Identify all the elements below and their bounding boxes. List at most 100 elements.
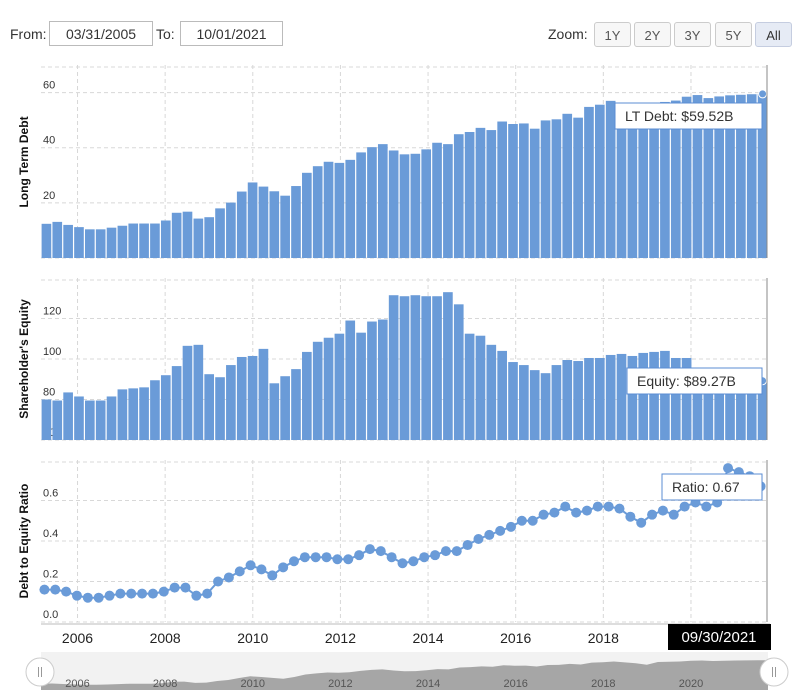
navigator-tick-label: 2020 — [679, 678, 703, 690]
navigator-right-handle[interactable] — [759, 657, 789, 687]
bar — [150, 380, 160, 440]
navigator-tick-label: 2016 — [503, 678, 527, 690]
bar — [562, 360, 573, 440]
bar — [421, 149, 432, 258]
data-point — [462, 540, 473, 551]
data-point — [451, 546, 462, 557]
bar — [584, 106, 594, 258]
y-axis-title: Debt to Equity Ratio — [17, 484, 31, 599]
bar — [464, 131, 475, 258]
to-date-input[interactable]: 10/01/2021 — [180, 21, 283, 46]
bar — [334, 333, 345, 440]
bar — [421, 296, 432, 440]
data-point — [625, 511, 636, 522]
data-point — [61, 586, 72, 597]
bar — [388, 295, 399, 440]
bar — [573, 361, 583, 440]
bar — [193, 344, 204, 440]
bar — [529, 128, 540, 258]
bar — [106, 227, 117, 258]
data-point — [288, 556, 299, 567]
bar — [551, 365, 562, 440]
long-term-debt-panel: 0204060Long Term Debt — [17, 65, 768, 259]
bar — [757, 93, 768, 258]
toolbar: From: 03/31/2005 To: 10/01/2021 Zoom: 1Y… — [0, 0, 806, 60]
zoom-3y-button[interactable]: 3Y — [674, 22, 711, 47]
zoom-2y-button[interactable]: 2Y — [634, 22, 671, 47]
data-point — [397, 558, 408, 569]
bar — [226, 202, 236, 258]
bar — [215, 208, 225, 258]
data-point — [603, 501, 614, 512]
data-point — [614, 503, 625, 514]
zoom-5y-button[interactable]: 5Y — [715, 22, 752, 47]
y-tick-label: 0.4 — [43, 528, 58, 540]
y-tick-label: 120 — [43, 306, 61, 318]
bar — [117, 225, 128, 258]
bar — [160, 220, 171, 258]
bar — [605, 354, 616, 440]
bar — [323, 337, 334, 440]
data-point — [560, 501, 571, 512]
navigator-tick-label: 2012 — [328, 678, 352, 690]
navigator[interactable]: 2006 2008 2010 2012 2014 2016 2018 2020 — [25, 652, 789, 690]
bar — [269, 191, 280, 258]
bar — [302, 172, 312, 258]
zoom-1y-button[interactable]: 1Y — [594, 22, 631, 47]
bar — [540, 120, 551, 258]
zoom-label: Zoom: — [548, 26, 588, 42]
bar — [616, 353, 627, 440]
bar — [443, 144, 453, 258]
data-point — [147, 588, 158, 599]
from-label: From: — [10, 26, 47, 42]
y-tick-label: 80 — [43, 387, 55, 399]
bar — [41, 399, 52, 440]
data-point — [364, 544, 375, 555]
from-date-input[interactable]: 03/31/2005 — [49, 21, 153, 46]
navigator-tick-label: 2014 — [416, 678, 440, 690]
bar — [432, 142, 442, 258]
bar — [551, 119, 562, 259]
bar — [594, 104, 605, 259]
bar — [692, 95, 703, 258]
bar — [475, 127, 486, 258]
tooltip-label: LT Debt: $59.52B — [625, 108, 733, 124]
bar — [258, 186, 269, 258]
bar — [269, 383, 280, 440]
x-tick-label: 2014 — [412, 630, 443, 646]
bar — [725, 381, 735, 440]
zoom-all-button[interactable]: All — [755, 22, 792, 47]
data-point — [657, 505, 668, 516]
bar — [52, 221, 63, 258]
x-tick-label: 2016 — [500, 630, 531, 646]
y-tick-label: 40 — [43, 135, 55, 147]
data-point — [50, 584, 61, 595]
bar — [573, 117, 583, 258]
data-point — [39, 584, 50, 595]
bar — [660, 350, 670, 440]
data-point — [126, 588, 137, 599]
bar — [660, 101, 670, 259]
bar — [508, 124, 518, 258]
data-point — [213, 576, 224, 587]
y-tick-label: 0.2 — [43, 569, 58, 581]
bar — [312, 166, 323, 258]
navigator-left-handle[interactable] — [25, 657, 55, 687]
bar — [345, 320, 356, 440]
data-point — [679, 501, 690, 512]
bar — [128, 388, 139, 440]
data-point — [668, 509, 679, 520]
y-axis-title: Long Term Debt — [17, 116, 31, 207]
data-point — [495, 525, 506, 536]
y-tick-label: 60 — [43, 80, 55, 92]
bar — [236, 356, 247, 440]
bar — [193, 218, 204, 258]
bar — [52, 400, 63, 440]
bar — [377, 144, 388, 258]
bar — [85, 229, 95, 258]
data-point — [299, 552, 310, 563]
x-axis: 2006200820102012201420162018202009/30/20… — [41, 623, 771, 650]
bar — [388, 150, 399, 258]
to-label: To: — [156, 26, 175, 42]
data-point — [636, 517, 647, 528]
